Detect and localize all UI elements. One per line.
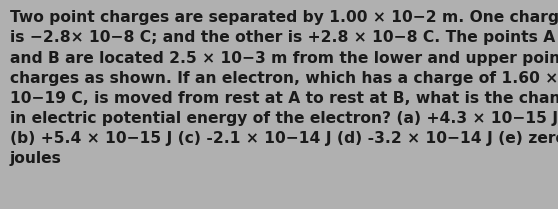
- Text: Two point charges are separated by 1.00 × 10−2 m. One charge
is −2.8× 10−8 C; an: Two point charges are separated by 1.00 …: [10, 10, 558, 166]
